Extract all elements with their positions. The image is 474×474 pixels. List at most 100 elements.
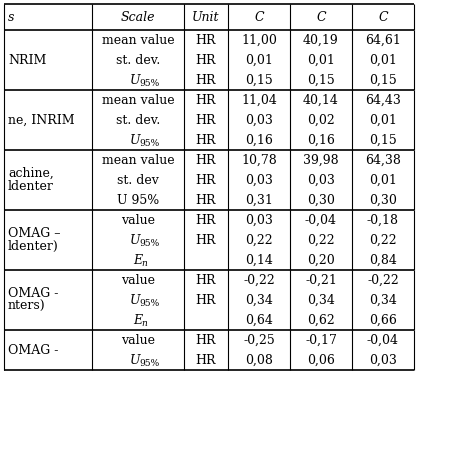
Text: value: value [121,334,155,346]
Text: 0,84: 0,84 [369,254,397,266]
Text: U: U [130,354,140,366]
Text: -0,22: -0,22 [367,273,399,286]
Text: 64,43: 64,43 [365,93,401,107]
Text: -0,21: -0,21 [305,273,337,286]
Text: OMAG -: OMAG - [8,287,58,300]
Text: E: E [133,254,142,266]
Text: 11,04: 11,04 [241,93,277,107]
Text: 0,22: 0,22 [245,234,273,246]
Text: U: U [130,234,140,246]
Text: -0,04: -0,04 [367,334,399,346]
Text: 0,15: 0,15 [369,134,397,146]
Text: 0,20: 0,20 [307,254,335,266]
Text: HR: HR [196,273,216,286]
Text: 0,01: 0,01 [369,173,397,186]
Text: ne, INRIM: ne, INRIM [8,113,74,127]
Text: 0,03: 0,03 [369,354,397,366]
Text: HR: HR [196,54,216,66]
Text: 0,30: 0,30 [369,193,397,207]
Text: achine,: achine, [8,167,54,180]
Text: C: C [378,10,388,24]
Text: 95%: 95% [139,359,159,368]
Text: HR: HR [196,293,216,307]
Text: 0,16: 0,16 [245,134,273,146]
Text: value: value [121,213,155,227]
Text: U 95%: U 95% [117,193,159,207]
Text: 0,03: 0,03 [245,113,273,127]
Text: C: C [316,10,326,24]
Text: mean value: mean value [102,34,174,46]
Text: 0,14: 0,14 [245,254,273,266]
Text: HR: HR [196,134,216,146]
Text: n: n [141,319,147,328]
Text: 0,02: 0,02 [307,113,335,127]
Text: -0,25: -0,25 [243,334,275,346]
Text: st. dev.: st. dev. [116,113,160,127]
Text: st. dev.: st. dev. [116,54,160,66]
Text: 0,34: 0,34 [307,293,335,307]
Text: 0,15: 0,15 [307,73,335,86]
Text: C: C [254,10,264,24]
Text: 0,62: 0,62 [307,313,335,327]
Text: mean value: mean value [102,154,174,166]
Text: HR: HR [196,193,216,207]
Text: E: E [133,313,142,327]
Text: 0,34: 0,34 [245,293,273,307]
Text: HR: HR [196,354,216,366]
Text: HR: HR [196,113,216,127]
Text: 0,03: 0,03 [307,173,335,186]
Text: value: value [121,273,155,286]
Text: 0,08: 0,08 [245,354,273,366]
Text: n: n [141,259,147,268]
Text: 0,66: 0,66 [369,313,397,327]
Text: 0,06: 0,06 [307,354,335,366]
Text: 64,38: 64,38 [365,154,401,166]
Text: HR: HR [196,93,216,107]
Text: 95%: 95% [139,79,159,88]
Text: Scale: Scale [121,10,155,24]
Text: 39,98: 39,98 [303,154,339,166]
Text: 0,01: 0,01 [369,54,397,66]
Text: HR: HR [196,154,216,166]
Text: U: U [130,134,140,146]
Text: st. dev: st. dev [117,173,159,186]
Text: -0,18: -0,18 [367,213,399,227]
Text: 0,34: 0,34 [369,293,397,307]
Text: 95%: 95% [139,139,159,148]
Text: 0,03: 0,03 [245,173,273,186]
Text: U: U [130,73,140,86]
Text: 40,19: 40,19 [303,34,339,46]
Text: -0,17: -0,17 [305,334,337,346]
Text: HR: HR [196,234,216,246]
Text: U: U [130,293,140,307]
Text: 0,01: 0,01 [307,54,335,66]
Text: HR: HR [196,334,216,346]
Text: OMAG -: OMAG - [8,344,58,356]
Text: 0,22: 0,22 [307,234,335,246]
Text: 0,15: 0,15 [369,73,397,86]
Text: nters): nters) [8,300,46,313]
Text: NRIM: NRIM [8,54,46,66]
Text: HR: HR [196,213,216,227]
Text: 0,01: 0,01 [369,113,397,127]
Text: 0,16: 0,16 [307,134,335,146]
Text: 0,03: 0,03 [245,213,273,227]
Text: 64,61: 64,61 [365,34,401,46]
Text: HR: HR [196,73,216,86]
Text: HR: HR [196,173,216,186]
Text: 0,22: 0,22 [369,234,397,246]
Text: -0,04: -0,04 [305,213,337,227]
Text: 40,14: 40,14 [303,93,339,107]
Text: ldenter: ldenter [8,180,54,193]
Text: OMAG –: OMAG – [8,227,61,240]
Text: 0,01: 0,01 [245,54,273,66]
Text: s: s [8,10,14,24]
Text: 95%: 95% [139,239,159,248]
Text: -0,22: -0,22 [243,273,275,286]
Text: 0,64: 0,64 [245,313,273,327]
Text: Unit: Unit [192,10,220,24]
Text: mean value: mean value [102,93,174,107]
Text: 0,15: 0,15 [245,73,273,86]
Text: 95%: 95% [139,299,159,308]
Text: HR: HR [196,34,216,46]
